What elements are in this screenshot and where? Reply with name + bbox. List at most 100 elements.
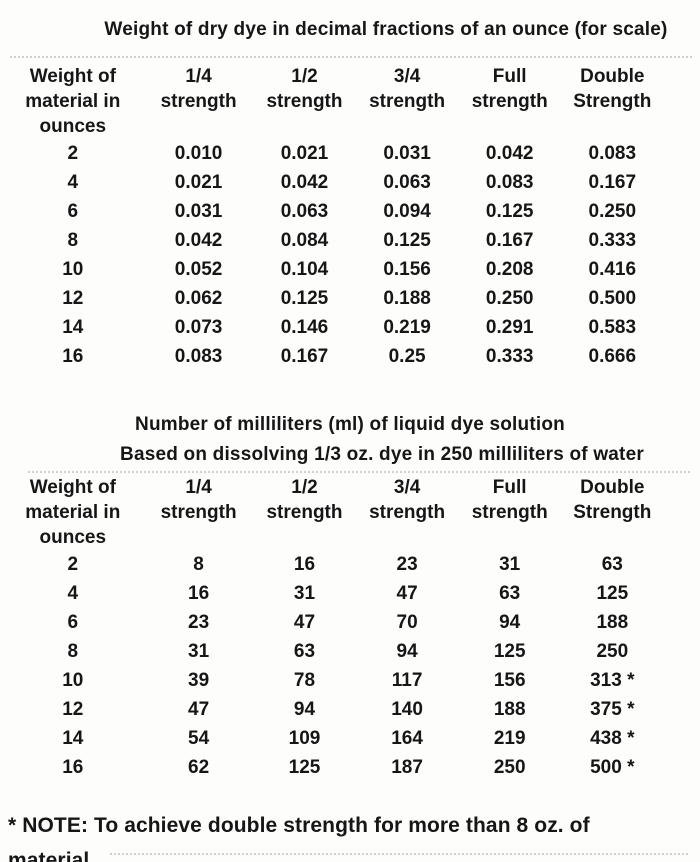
table-cell: 2 — [67, 554, 79, 575]
table-cell: 31 — [499, 554, 521, 575]
table-row: 4 0.021 0.042 0.063 0.083 0.167 — [0, 168, 662, 197]
table-cell: 78 — [293, 670, 316, 691]
table-cell: 0.021 — [280, 143, 329, 164]
table-cell: 0.063 — [383, 172, 431, 193]
liquid-dye-table: Weight of material in ounces 1/4 strength… — [0, 475, 662, 782]
table-cell: 10 — [62, 670, 84, 691]
table-cell: 0.042 — [280, 172, 329, 193]
table-cell: 94 — [499, 612, 521, 633]
table-cell: 164 — [391, 728, 423, 749]
table-row: 6 0.031 0.063 0.094 0.125 0.250 — [0, 197, 662, 226]
table-row: 16 0.083 0.167 0.25 0.333 0.666 — [0, 342, 662, 371]
table-cell: 31 — [293, 583, 316, 604]
table-cell: 0.666 — [588, 346, 637, 367]
table-row: 2 0.010 0.021 0.031 0.042 0.083 — [0, 139, 662, 168]
table-cell: 0.063 — [280, 201, 329, 222]
table-cell: 47 — [293, 612, 316, 633]
table-cell: 187 — [391, 757, 423, 778]
table-cell: 62 — [188, 757, 210, 778]
column-header: 3/4 strength — [369, 477, 446, 523]
table-row: 6 23 47 70 94 188 — [0, 608, 662, 637]
table-cell: 14 — [62, 728, 84, 749]
column-header: Full strength — [471, 477, 548, 523]
table-cell: 16 — [62, 346, 84, 367]
column-header: 1/2 strength — [266, 66, 343, 112]
table-cell: 250 — [596, 641, 629, 662]
table-cell: 4 — [67, 583, 79, 604]
table-cell: 0.250 — [485, 288, 534, 309]
table-cell: 16 — [188, 583, 210, 604]
table-cell: 0.094 — [383, 201, 431, 222]
table-cell: 6 — [67, 612, 79, 633]
table-cell: 0.042 — [485, 143, 534, 164]
table-cell: 0.146 — [280, 317, 329, 338]
table2-subtitle: Based on dissolving 1/3 oz. dye in 250 m… — [120, 444, 644, 465]
liquid-dye-table-header-row: Weight of material in ounces 1/4 strength… — [0, 475, 662, 550]
table-cell: 500 * — [590, 757, 635, 778]
table-cell: 0.031 — [174, 201, 223, 222]
table-cell: 23 — [396, 554, 418, 575]
table-cell: 0.500 — [588, 288, 637, 309]
table-cell: 125 — [596, 583, 629, 604]
column-header: Double Strength — [573, 66, 652, 112]
table-cell: 70 — [396, 612, 418, 633]
table-cell: 63 — [293, 641, 316, 662]
table-cell: 39 — [188, 670, 210, 691]
table-cell: 0.333 — [588, 230, 637, 251]
table-cell: 250 — [493, 757, 526, 778]
table-cell: 0.073 — [174, 317, 223, 338]
table-cell: 109 — [288, 728, 321, 749]
table-cell: 0.062 — [174, 288, 223, 309]
table-cell: 0.219 — [383, 317, 431, 338]
table-row: 8 0.042 0.084 0.125 0.167 0.333 — [0, 226, 662, 255]
table-cell: 4 — [67, 172, 79, 193]
table-cell: 0.291 — [485, 317, 534, 338]
scan-dotted-rule — [10, 56, 692, 58]
table-cell: 0.083 — [485, 172, 534, 193]
table-cell: 2 — [67, 143, 79, 164]
table-cell: 0.125 — [280, 288, 329, 309]
table-cell: 0.021 — [174, 172, 223, 193]
table-cell: 8 — [67, 230, 79, 251]
table-cell: 0.010 — [174, 143, 223, 164]
table-cell: 10 — [62, 259, 84, 280]
table-row: 8 31 63 94 125 250 — [0, 637, 662, 666]
table1-title: Weight of dry dye in decimal fractions o… — [104, 19, 668, 40]
table-row: 14 54 109 164 219 438 * — [0, 724, 662, 753]
table-cell: 0.188 — [383, 288, 431, 309]
table-cell: 8 — [67, 641, 79, 662]
footnote: * NOTE: To achieve double strength for m… — [8, 808, 682, 862]
table-cell: 375 * — [590, 699, 635, 720]
table-cell: 125 — [288, 757, 321, 778]
column-header: Weight of material in ounces — [25, 477, 121, 548]
table-cell: 47 — [188, 699, 210, 720]
table-cell: 8 — [193, 554, 204, 575]
table-cell: 438 * — [590, 728, 635, 749]
table-row: 4 16 31 47 63 125 — [0, 579, 662, 608]
table-cell: 54 — [188, 728, 210, 749]
table-row: 10 0.052 0.104 0.156 0.208 0.416 — [0, 255, 662, 284]
footnote-line-1: * NOTE: To achieve double strength for m… — [8, 814, 590, 862]
table-cell: 0.25 — [388, 346, 426, 367]
table-cell: 0.083 — [588, 143, 637, 164]
table-row: 14 0.073 0.146 0.219 0.291 0.583 — [0, 313, 662, 342]
table-cell: 125 — [493, 641, 526, 662]
column-header: 1/4 strength — [160, 477, 237, 523]
table-cell: 117 — [391, 670, 423, 691]
table-cell: 0.250 — [588, 201, 637, 222]
table-cell: 0.104 — [280, 259, 329, 280]
table-cell: 6 — [67, 201, 79, 222]
dry-dye-table-body: 2 0.010 0.021 0.031 0.042 0.083 4 0.021 0.042 0.0… — [0, 139, 662, 371]
spacer — [0, 371, 700, 413]
table-cell: 140 — [391, 699, 423, 720]
table-cell: 0.583 — [588, 317, 637, 338]
table-row: 12 47 94 140 188 375 * — [0, 695, 662, 724]
table2-title: Number of milliliters (ml) of liquid dye… — [135, 414, 565, 435]
table-cell: 16 — [62, 757, 84, 778]
table-cell: 0.125 — [485, 201, 534, 222]
table-cell: 0.167 — [588, 172, 637, 193]
table-row: 16 62 125 187 250 500 * — [0, 753, 662, 782]
table-cell: 0.156 — [383, 259, 431, 280]
table-cell: 0.042 — [174, 230, 223, 251]
